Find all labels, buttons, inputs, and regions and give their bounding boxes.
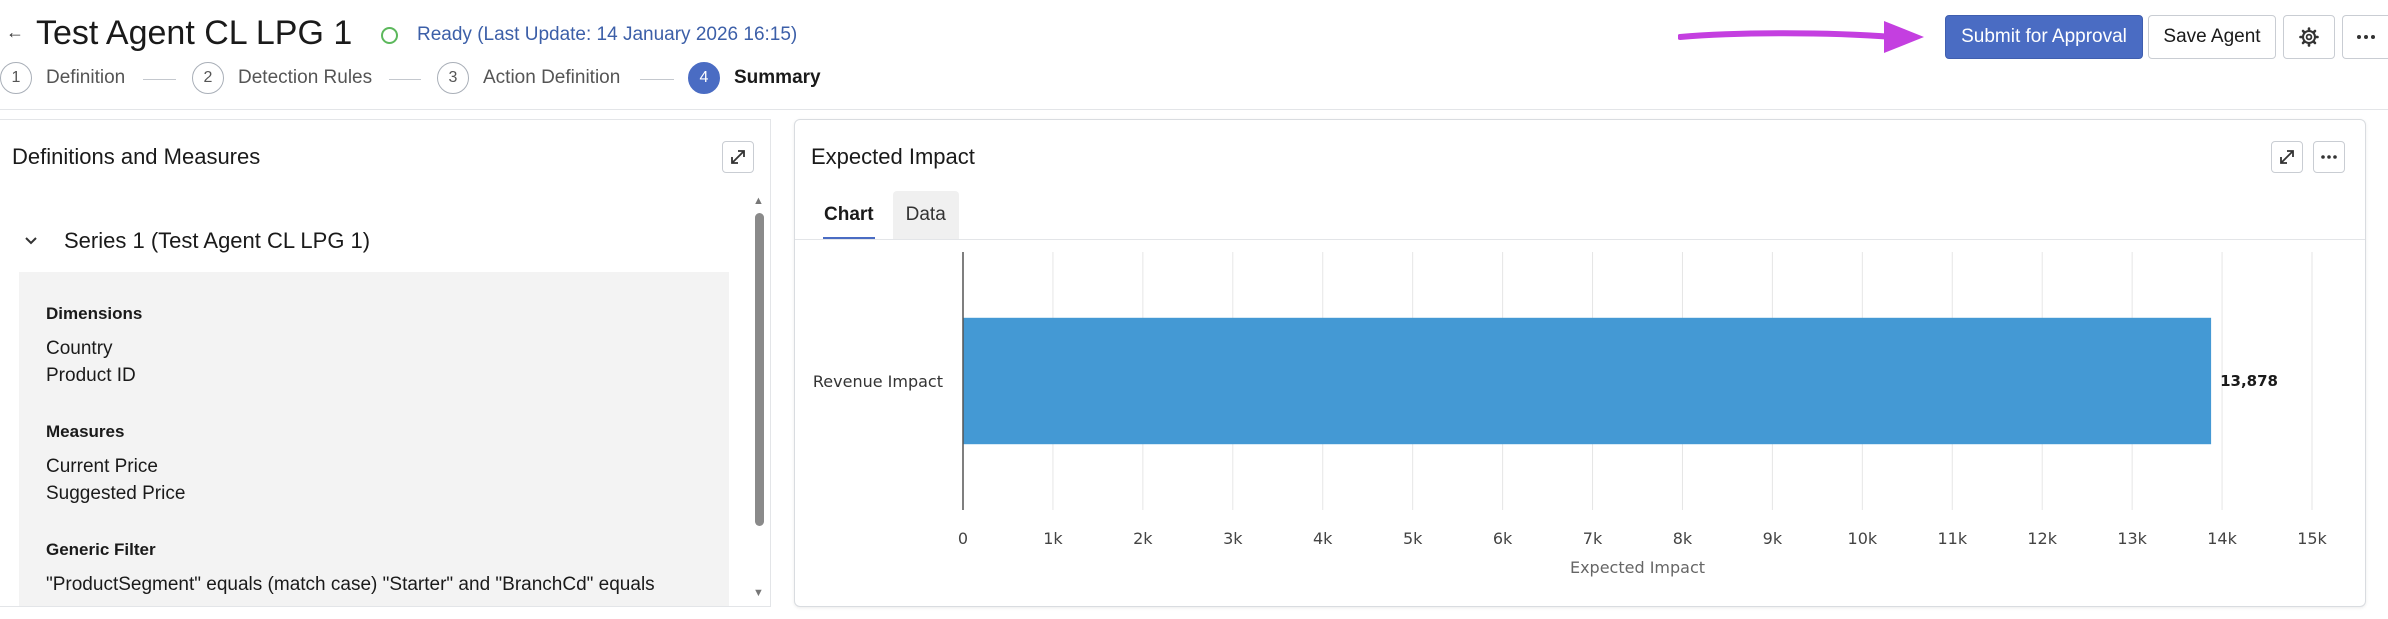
x-tick-label: 14k [2207,529,2237,548]
step-connector [389,79,421,80]
expand-button[interactable] [2271,141,2303,173]
step-number: 4 [688,62,720,94]
expand-icon [2280,150,2294,164]
more-horizontal-icon [2321,155,2337,159]
submit-for-approval-button[interactable]: Submit for Approval [1945,15,2143,59]
step-connector [143,79,176,80]
annotation-arrow-icon [1678,21,1924,53]
arrow-left-icon[interactable]: ← [6,22,24,42]
x-tick-label: 12k [2027,529,2057,548]
bar-value-label: 13,878 [2220,372,2278,390]
step-number: 3 [437,62,469,94]
x-tick-label: 6k [1493,529,1513,548]
series-title: Series 1 (Test Agent CL LPG 1) [64,228,371,253]
view-tabs: Chart Data [811,191,959,239]
step-summary[interactable]: 4 Summary [688,62,821,94]
generic-filter-text: "ProductSegment" equals (match case) "St… [46,574,655,595]
step-label: Detection Rules [238,67,373,88]
generic-filter-heading: Generic Filter [46,540,156,559]
step-detection-rules[interactable]: 2 Detection Rules [192,62,372,94]
page-title: Test Agent CL LPG 1 [36,14,353,52]
x-tick-label: 1k [1043,529,1063,548]
measures-heading: Measures [46,422,125,441]
page-header: ← Test Agent CL LPG 1 Ready (Last Update… [0,0,2388,110]
tabs-divider [795,239,2365,240]
step-number: 2 [192,62,224,94]
measure-item: Current Price [46,456,158,477]
x-tick-label: 4k [1313,529,1333,548]
step-number: 1 [0,62,32,94]
scroll-down-icon[interactable]: ▼ [753,587,764,599]
status-text: Ready (Last Update: 14 January 2026 16:1… [417,24,798,45]
more-horizontal-icon [2356,35,2375,39]
expected-impact-panel: Expected Impact Chart Data 0 1k 2k 3k 4k 5k 6k… [794,119,2366,607]
x-tick-label: 8k [1673,529,1693,548]
panel-title: Definitions and Measures [12,144,261,169]
series-details: Dimensions Country Product ID Measures C… [19,272,729,606]
x-tick-label: 15k [2297,529,2327,548]
step-label: Definition [46,67,126,88]
dimension-item: Product ID [46,365,136,386]
definitions-panel: Definitions and Measures Series 1 (Test … [0,119,771,607]
vertical-scrollbar[interactable]: ▲ ▼ [752,195,766,605]
save-agent-button[interactable]: Save Agent [2148,15,2276,59]
x-tick-label: 11k [1937,529,1967,548]
x-tick-label: 3k [1223,529,1243,548]
tab-chart[interactable]: Chart [811,191,887,239]
x-tick-label: 0 [958,529,968,548]
x-tick-label: 9k [1763,529,1783,548]
step-label: Summary [734,67,821,88]
step-action-definition[interactable]: 3 Action Definition [437,62,620,94]
step-connector [640,79,674,80]
expand-icon [731,150,745,164]
x-tick-label: 13k [2117,529,2147,548]
panel-more-button[interactable] [2313,141,2345,173]
step-definition[interactable]: 1 Definition [0,62,125,94]
scroll-thumb[interactable] [755,213,764,526]
dimension-item: Country [46,338,113,359]
bar [963,317,2212,445]
settings-button[interactable] [2283,15,2335,59]
step-label: Action Definition [483,67,621,88]
dimensions-heading: Dimensions [46,304,143,323]
series-toggle[interactable]: Series 1 (Test Agent CL LPG 1) [18,228,370,254]
status-ready-icon [381,27,398,44]
tab-data[interactable]: Data [892,191,959,239]
chevron-down-icon [25,237,37,245]
measure-item: Suggested Price [46,483,186,504]
panel-title: Expected Impact [811,144,975,169]
impact-bar-chart: 0 1k 2k 3k 4k 5k 6k 7k 8k 9k 10k 11k 12k 13k 14k 15k Rev… [813,252,2328,577]
expand-button[interactable] [722,141,754,173]
x-tick-label: 10k [1848,529,1878,548]
x-tick-label: 2k [1133,529,1153,548]
x-tick-label: 7k [1583,529,1603,548]
x-axis-title: Expected Impact [1570,558,1705,577]
x-tick-label: 5k [1403,529,1423,548]
gear-icon [2299,27,2319,47]
y-category-label: Revenue Impact [813,372,943,391]
more-options-button[interactable] [2342,15,2388,59]
scroll-up-icon[interactable]: ▲ [753,195,764,207]
